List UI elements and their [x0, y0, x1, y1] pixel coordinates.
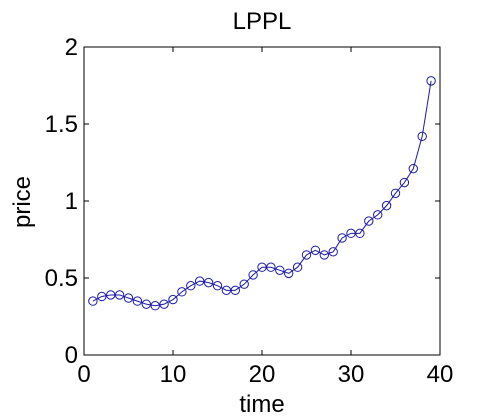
- data-point-marker: [346, 228, 356, 239]
- y-tick-label: 1: [65, 188, 78, 215]
- x-tick-label: 40: [427, 361, 454, 388]
- data-point-marker: [408, 163, 418, 174]
- data-point-marker: [114, 290, 125, 300]
- data-point-marker: [399, 177, 410, 188]
- data-point-marker: [97, 291, 107, 302]
- data-point-marker: [390, 188, 401, 199]
- data-point-marker: [203, 277, 214, 288]
- data-point-marker: [159, 299, 169, 309]
- x-tick-label: 20: [249, 361, 276, 388]
- y-tick-label: 0.5: [45, 265, 78, 292]
- data-point-marker: [123, 293, 134, 303]
- data-point-marker: [426, 76, 436, 86]
- data-point-marker: [373, 210, 383, 220]
- data-point-marker: [186, 281, 196, 291]
- data-point-marker: [150, 301, 160, 311]
- data-point-marker: [275, 265, 285, 275]
- chart-title: LPPL: [233, 8, 292, 35]
- y-axis-label: price: [9, 176, 36, 228]
- data-point-marker: [266, 262, 276, 272]
- x-axis-ticks: 0 10 20 30 40: [77, 47, 453, 388]
- data-point-marker: [337, 233, 347, 243]
- series-layer: [88, 76, 436, 311]
- x-tick-label: 10: [160, 361, 187, 388]
- data-point-marker: [284, 268, 294, 279]
- data-point-marker: [168, 294, 178, 305]
- data-point-marker: [364, 216, 374, 226]
- data-point-marker: [141, 299, 152, 309]
- data-point-marker: [257, 262, 267, 272]
- data-point-marker: [417, 131, 427, 142]
- data-point-marker: [381, 200, 392, 211]
- y-tick-label: 1.5: [45, 111, 78, 138]
- data-point-marker: [310, 245, 321, 255]
- x-tick-label: 30: [338, 361, 365, 388]
- data-point-marker: [221, 285, 232, 296]
- series-line: [92, 80, 432, 307]
- data-point-marker: [319, 250, 329, 260]
- data-point-marker: [195, 276, 205, 286]
- data-point-marker: [301, 250, 312, 260]
- data-point-marker: [230, 285, 241, 296]
- x-tick-label: 0: [77, 361, 90, 388]
- data-point-marker: [212, 281, 223, 291]
- plot-area-frame: [83, 46, 441, 356]
- x-axis-label: time: [239, 391, 284, 418]
- data-point-marker: [239, 279, 249, 289]
- y-tick-label: 0: [65, 342, 78, 369]
- y-axis-ticks: 0 0.5 1 1.5 2: [45, 34, 440, 369]
- data-point-marker: [177, 287, 187, 297]
- data-point-marker: [292, 262, 303, 272]
- data-point-marker: [328, 247, 338, 257]
- data-point-marker: [88, 296, 98, 306]
- data-point-marker: [132, 296, 143, 306]
- y-tick-label: 2: [65, 34, 78, 61]
- data-point-marker: [248, 270, 258, 280]
- data-point-marker: [355, 228, 365, 239]
